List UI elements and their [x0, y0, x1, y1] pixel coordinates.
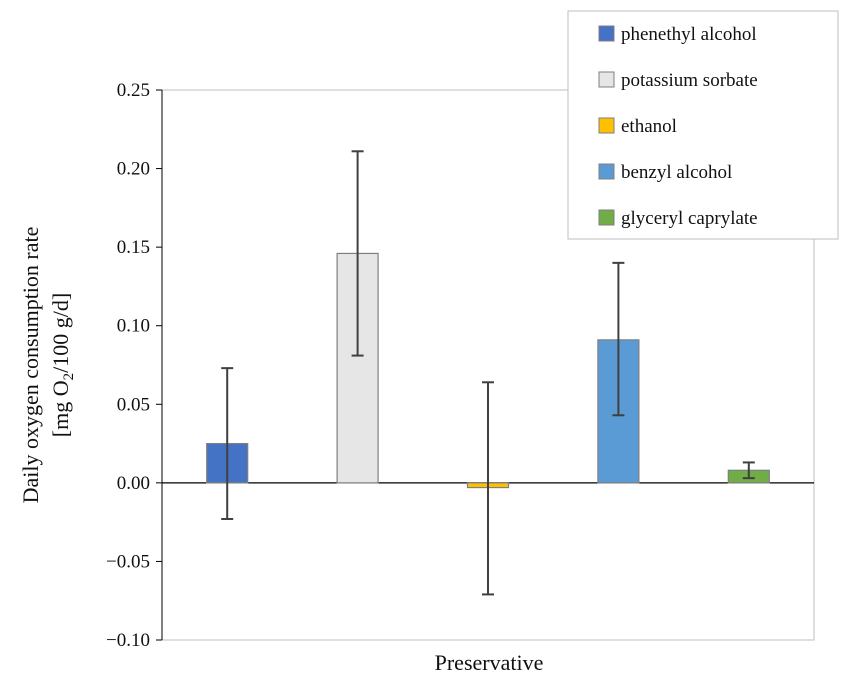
legend: phenethyl alcohol potassium sorbate ethano…: [567, 10, 839, 240]
legend-swatch: [598, 71, 615, 88]
y-tick-label: 0.15: [117, 237, 150, 258]
y-axis-title-line2: [mg O2/100 g/d]: [48, 293, 77, 437]
legend-swatch: [598, 163, 615, 180]
legend-items: phenethyl alcohol potassium sorbate ethano…: [598, 24, 758, 229]
y-axis-title: Daily oxygen consumption rate [mg O2/100…: [18, 227, 77, 504]
error-bars-group: [221, 150, 755, 596]
y-tick-label: 0.00: [117, 473, 150, 494]
legend-label: glyceryl caprylate: [621, 208, 758, 229]
legend-label: potassium sorbate: [621, 70, 758, 91]
legend-swatch: [598, 209, 615, 226]
y-tick-label: −0.05: [106, 551, 150, 572]
y-axis-title-line1: Daily oxygen consumption rate: [18, 227, 43, 504]
y-tick-label: 0.10: [117, 316, 150, 337]
x-axis-title: Preservative: [435, 650, 544, 675]
y-tick-label: 0.25: [117, 80, 150, 101]
legend-label: phenethyl alcohol: [621, 24, 757, 45]
legend-label: ethanol: [621, 116, 677, 137]
y-tick-label: 0.05: [117, 394, 150, 415]
y-axis-ticks: −0.10 −0.05 0.00 0.05 0.10 0.15 0.20 0.25: [106, 80, 163, 651]
legend-swatch: [598, 117, 615, 134]
y-tick-label: 0.20: [117, 159, 150, 180]
legend-label: benzyl alcohol: [621, 162, 732, 183]
y-tick-label: −0.10: [106, 630, 150, 651]
legend-swatch: [598, 25, 615, 42]
